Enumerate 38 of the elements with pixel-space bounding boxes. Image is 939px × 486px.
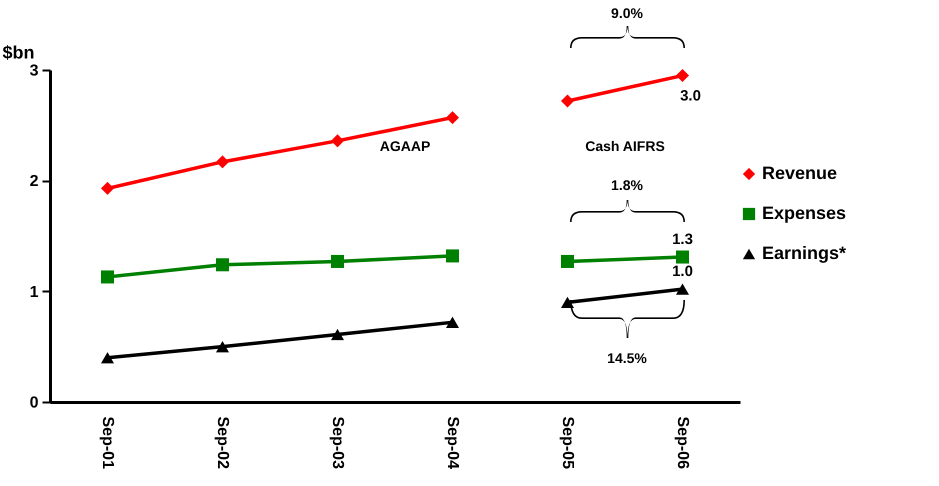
legend-label: Revenue: [762, 163, 838, 183]
annotation: Cash AIFRS: [585, 138, 665, 154]
point: [216, 258, 230, 272]
point: [100, 270, 114, 284]
x-tick-label: Sep-05: [559, 416, 576, 470]
y-tick-label: 3: [30, 62, 39, 80]
point: [560, 94, 574, 108]
data-label: 3.0: [680, 88, 701, 105]
legend-label: Expenses: [762, 203, 846, 223]
text: 9.0%: [611, 5, 644, 21]
x-tick-label: Sep-04: [444, 416, 461, 470]
point: [100, 182, 114, 195]
point: [446, 111, 460, 124]
point: [216, 155, 230, 168]
point: [446, 316, 460, 328]
point: [676, 250, 690, 264]
y-axis-title: $bn: [2, 42, 35, 62]
point: [676, 69, 690, 82]
annotation: AGAAP: [380, 138, 430, 154]
y-tick-label: 1: [30, 284, 39, 301]
x-tick-label: Sep-06: [674, 416, 691, 470]
point: [216, 341, 230, 352]
x-tick-label: Sep-01: [99, 416, 116, 470]
point: [100, 352, 114, 364]
point: [446, 249, 460, 262]
y-tick-label: 0: [30, 394, 39, 412]
x-tick-label: Sep-03: [329, 416, 346, 470]
point: [330, 254, 344, 268]
legend-label: Earnings*: [762, 243, 846, 263]
data-label: 1.0: [672, 263, 693, 280]
point: [560, 254, 574, 268]
x-tick-label: Sep-02: [214, 416, 231, 470]
point: [330, 134, 344, 148]
annotation: 14.5%: [607, 350, 648, 366]
point: [330, 328, 344, 340]
data-label: 1.3: [672, 231, 693, 248]
annotation: 1.8%: [611, 177, 644, 193]
y-tick-label: 2: [30, 173, 39, 190]
